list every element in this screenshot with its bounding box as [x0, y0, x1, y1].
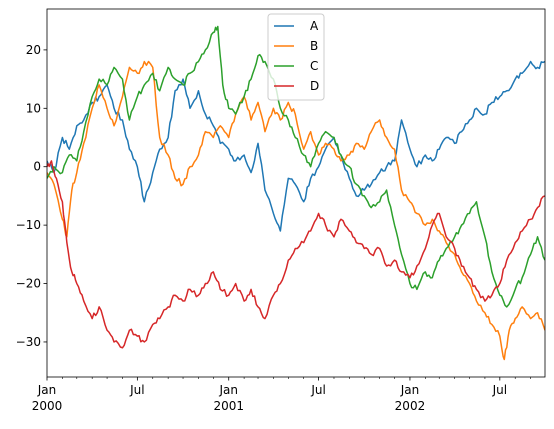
legend-label-b: B [310, 39, 318, 53]
x-tick-year-label: 2002 [395, 399, 426, 413]
series-line-d [47, 160, 545, 349]
y-tick-label: 20 [26, 43, 41, 57]
x-tick-label: Jul [129, 383, 144, 397]
y-tick-label: −10 [16, 218, 41, 232]
series-line-c [47, 25, 545, 308]
y-tick-label: −20 [16, 277, 41, 291]
x-tick-label: Jul [310, 383, 325, 397]
x-tick-year-label: 2000 [32, 399, 63, 413]
y-tick-label: 0 [33, 160, 41, 174]
series-group [47, 25, 545, 361]
legend-label-a: A [310, 19, 319, 33]
series-line-b [47, 60, 545, 361]
plot-area [47, 25, 545, 361]
y-tick-label: 10 [26, 101, 41, 115]
legend-box [267, 13, 325, 101]
legend-label-d: D [310, 79, 319, 93]
y-tick-label: −30 [16, 335, 41, 349]
series-line-a [47, 60, 545, 232]
x-tick-label: Jan [400, 383, 420, 397]
plot-frame [46, 8, 546, 378]
x-tick-label: Jan [37, 383, 57, 397]
x-tick-year-label: 2001 [213, 399, 244, 413]
x-tick-label: Jul [492, 383, 507, 397]
legend-label-c: C [310, 59, 318, 73]
axes-group: 20 10 0 −10 −20 −30 Jan 2000 Jul Jan 2001 Jul Jan 200… [16, 8, 546, 413]
x-tick-label: Jan [218, 383, 238, 397]
